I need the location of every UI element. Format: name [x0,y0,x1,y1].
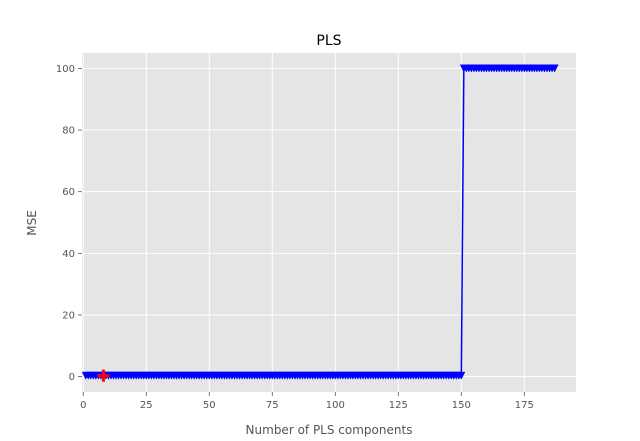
y-tick-label: 40 [62,249,75,260]
y-tick-labels: 0 20 40 60 80 100 [56,64,82,383]
x-axis-label: Number of PLS components [246,423,413,437]
x-tick-label: 175 [515,400,534,411]
x-tick-label: 100 [326,400,345,411]
y-tick-label: 0 [69,372,75,383]
x-tick-label: 0 [80,400,86,411]
data-point-marker [550,64,559,73]
highlight-point [97,369,110,382]
x-tick-label: 150 [452,400,471,411]
y-tick-label: 20 [62,310,75,321]
x-tick-label: 50 [203,400,216,411]
y-tick-label: 60 [62,187,75,198]
chart-title: PLS [316,33,341,49]
x-tick-label: 25 [140,400,153,411]
x-tick-labels: 0 25 50 75 100 125 150 175 [80,392,534,411]
y-tick-label: 80 [62,126,75,137]
x-tick-label: 75 [266,400,279,411]
series-layer [81,64,559,382]
y-tick-label: 100 [56,64,75,75]
x-tick-label: 125 [389,400,408,411]
data-point-marker [457,371,466,380]
plot-background [82,53,576,392]
y-axis-label: MSE [25,210,39,236]
